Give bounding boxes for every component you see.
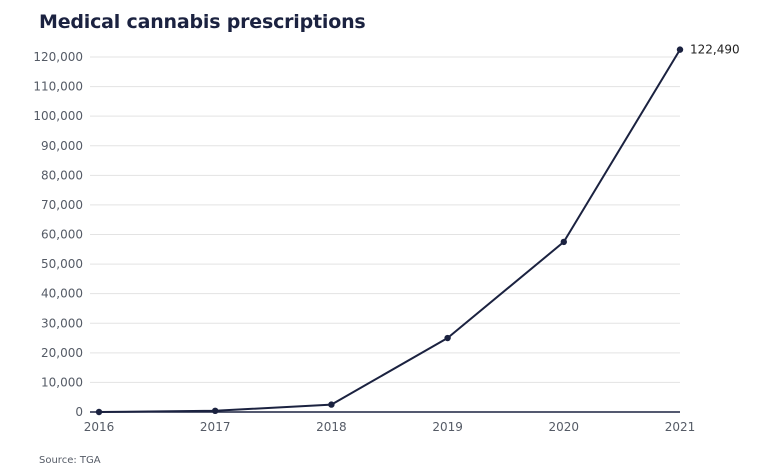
data-points xyxy=(95,46,684,416)
data-point xyxy=(676,46,684,53)
y-tick-label: 70,000 xyxy=(41,198,83,212)
y-tick-label: 30,000 xyxy=(41,316,83,330)
y-tick-label: 20,000 xyxy=(41,346,83,360)
y-tick-label: 120,000 xyxy=(33,50,83,64)
x-tick-label: 2017 xyxy=(200,420,231,434)
data-labels: 122,490 xyxy=(690,43,740,57)
y-tick-label: 60,000 xyxy=(41,228,83,242)
x-tick-label: 2020 xyxy=(549,420,580,434)
data-point xyxy=(95,408,103,416)
x-tick-label: 2019 xyxy=(432,420,463,434)
data-point xyxy=(560,238,567,246)
y-tick-label: 10,000 xyxy=(41,375,83,389)
chart-title: Medical cannabis prescriptions xyxy=(39,11,366,33)
y-axis-ticks: 0 10,000 20,000 30,000 40,000 50,000 60,000 70,… xyxy=(33,50,83,419)
y-tick-label: 110,000 xyxy=(33,80,83,94)
data-point xyxy=(212,407,219,415)
y-tick-label: 90,000 xyxy=(41,139,83,153)
x-tick-label: 2016 xyxy=(84,420,115,434)
series xyxy=(98,48,681,413)
x-tick-label: 2018 xyxy=(316,420,347,434)
series-line xyxy=(98,48,681,413)
data-point xyxy=(328,401,335,408)
y-tick-label: 40,000 xyxy=(41,287,83,301)
source-note: Source: TGA xyxy=(39,455,101,466)
gridlines xyxy=(90,56,680,383)
y-tick-label: 0 xyxy=(75,405,83,419)
y-tick-label: 80,000 xyxy=(41,168,83,182)
y-tick-label: 100,000 xyxy=(33,109,83,123)
data-label: 122,490 xyxy=(690,43,740,57)
data-point xyxy=(444,334,451,342)
y-tick-label: 50,000 xyxy=(41,257,83,271)
x-tick-label: 2021 xyxy=(665,420,696,434)
x-axis-ticks: 2016 2017 2018 2019 2020 2021 xyxy=(84,420,696,434)
